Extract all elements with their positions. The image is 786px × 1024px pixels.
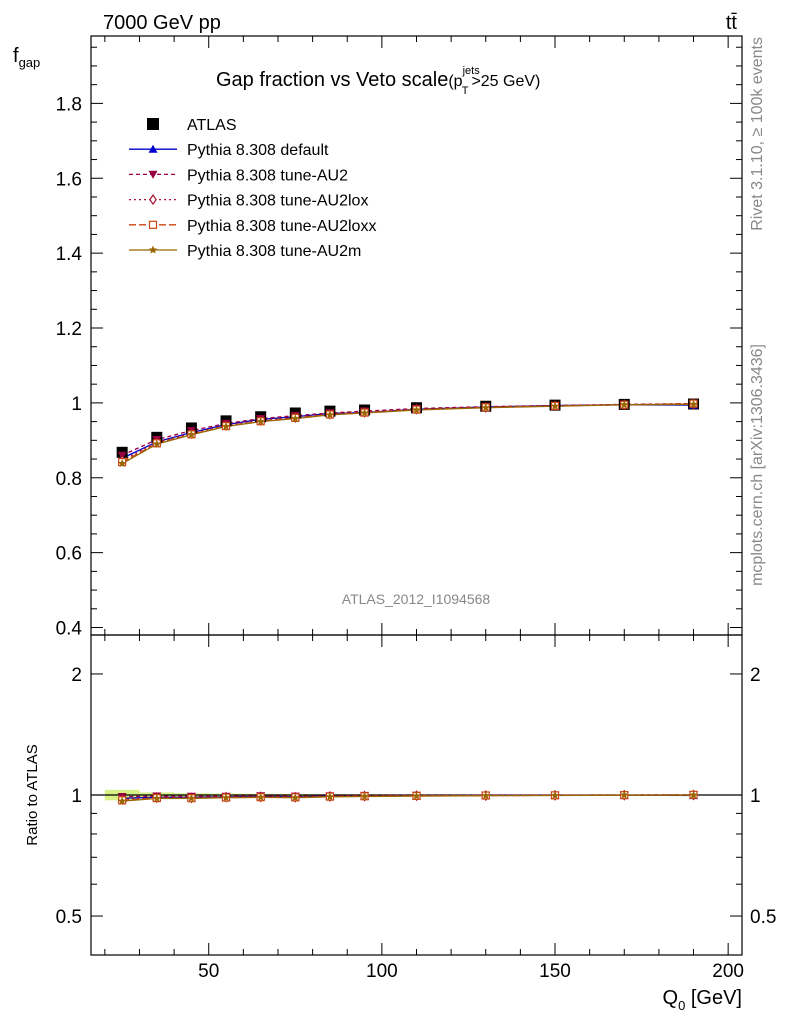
data-point xyxy=(481,791,491,800)
data-point xyxy=(325,410,335,419)
legend-label: Pythia 8.308 tune-AU2loxx xyxy=(187,218,376,235)
data-point xyxy=(619,400,629,409)
ratio-series xyxy=(117,789,699,806)
data-point xyxy=(689,790,698,799)
data-point xyxy=(550,791,560,800)
process-label: tt̄ xyxy=(726,12,738,34)
data-point xyxy=(187,430,196,439)
data-point xyxy=(256,417,265,426)
y-tick-label: 1.8 xyxy=(56,94,82,115)
series-line xyxy=(121,404,694,459)
data-point xyxy=(221,421,231,431)
beam-label: 7000 GeV pp xyxy=(103,12,221,34)
legend-label: Pythia 8.308 tune-AU2m xyxy=(187,243,361,260)
main-yticks: 0.4 0.6 0.8 1 1.2 1.4 1.6 1.8 xyxy=(56,46,742,640)
main-ylabel: fgap xyxy=(13,45,40,70)
data-point xyxy=(291,414,300,423)
x-axis-label-post: [GeV] xyxy=(685,987,742,1009)
data-point xyxy=(221,793,231,802)
data-point xyxy=(360,791,369,801)
data-point xyxy=(689,399,698,409)
analysis-label: ATLAS_2012_I1094568 xyxy=(342,591,491,607)
main-xticks xyxy=(104,36,729,635)
rivet-label: Rivet 3.1.10, ≥ 100k events xyxy=(749,37,766,231)
data-point xyxy=(256,792,265,802)
main-panel: 0.4 0.6 0.8 1 1.2 1.4 1.6 1.8 ATLAS Pythia 8.308… xyxy=(56,35,743,640)
legend-label: ATLAS xyxy=(187,117,237,134)
data-point xyxy=(147,118,159,130)
title-suffix-pre: (p xyxy=(448,73,462,90)
series-line xyxy=(121,403,694,465)
x-axis-label-sub: 0 xyxy=(678,998,685,1013)
main-ylabel-main: f xyxy=(13,45,19,67)
data-point xyxy=(187,793,196,803)
y-tick-label: 0.6 xyxy=(56,544,82,565)
series-line xyxy=(121,402,694,463)
data-point xyxy=(149,194,157,206)
y-tick-label: 1 xyxy=(71,394,82,415)
legend-label: Pythia 8.308 tune-AU2 xyxy=(187,167,348,184)
data-point xyxy=(148,144,158,153)
title-suffix-sup: jets xyxy=(462,65,481,77)
main-title: Gap fraction vs Veto scale(pjets T>25 GeV… xyxy=(216,65,540,97)
ratio-y-tick-label-right: 0.5 xyxy=(750,907,776,928)
data-point xyxy=(325,792,335,801)
data-point xyxy=(148,170,158,179)
x-tick-label: 200 xyxy=(712,961,744,982)
data-point xyxy=(550,401,560,410)
y-tick-label: 0.8 xyxy=(56,469,82,490)
data-point xyxy=(481,403,491,412)
legend-label: Pythia 8.308 tune-AU2lox xyxy=(187,193,368,210)
x-tick-label: 150 xyxy=(539,961,571,982)
ratio-y-tick-label-right: 1 xyxy=(750,786,761,807)
series-line xyxy=(121,403,694,462)
ratio-y-tick-label: 1 xyxy=(71,786,82,807)
y-tick-label: 0.4 xyxy=(56,619,83,640)
data-point xyxy=(619,790,629,799)
ratio-ylabel: Ratio to ATLAS xyxy=(24,744,41,845)
y-tick-label: 1.4 xyxy=(56,244,83,265)
main-ylabel-sub: gap xyxy=(19,55,41,70)
legend-label: Pythia 8.308 default xyxy=(187,142,329,159)
x-axis-label-main: Q xyxy=(663,987,679,1009)
ratio-xticks: 50 100 150 200 xyxy=(104,635,744,982)
title-suffix-sub: T xyxy=(462,85,469,97)
legend: ATLAS Pythia 8.308 default Pythia 8.308 tu… xyxy=(129,117,376,260)
main-series xyxy=(116,398,700,468)
mcplots-label: mcplots.cern.ch [arXiv:1306.3436] xyxy=(749,344,766,586)
data-point xyxy=(117,459,127,468)
data-point xyxy=(117,796,127,805)
x-tick-label: 100 xyxy=(366,961,398,982)
ratio-panel: 0.5 0.5 1 1 2 2 50 100 150 200 xyxy=(56,634,776,982)
x-tick-label: 50 xyxy=(198,961,219,982)
data-point xyxy=(152,794,162,803)
y-tick-label: 1.6 xyxy=(56,169,82,190)
data-point xyxy=(148,245,158,254)
data-point xyxy=(360,408,369,417)
data-point xyxy=(412,791,421,800)
title-suffix-post: >25 GeV) xyxy=(471,73,540,90)
data-point xyxy=(412,405,421,414)
ratio-y-tick-label: 2 xyxy=(71,665,82,686)
data-point xyxy=(152,439,162,448)
data-point xyxy=(148,220,158,229)
ratio-y-tick-label: 0.5 xyxy=(56,907,82,928)
data-point xyxy=(291,793,300,802)
x-axis-label: Q0 [GeV] xyxy=(663,987,743,1013)
y-tick-label: 1.2 xyxy=(56,319,82,340)
ratio-y-tick-label-right: 2 xyxy=(750,665,761,686)
main-title-text: Gap fraction vs Veto scale xyxy=(216,69,448,91)
ratio-yticks: 0.5 0.5 1 1 2 2 xyxy=(56,665,776,956)
